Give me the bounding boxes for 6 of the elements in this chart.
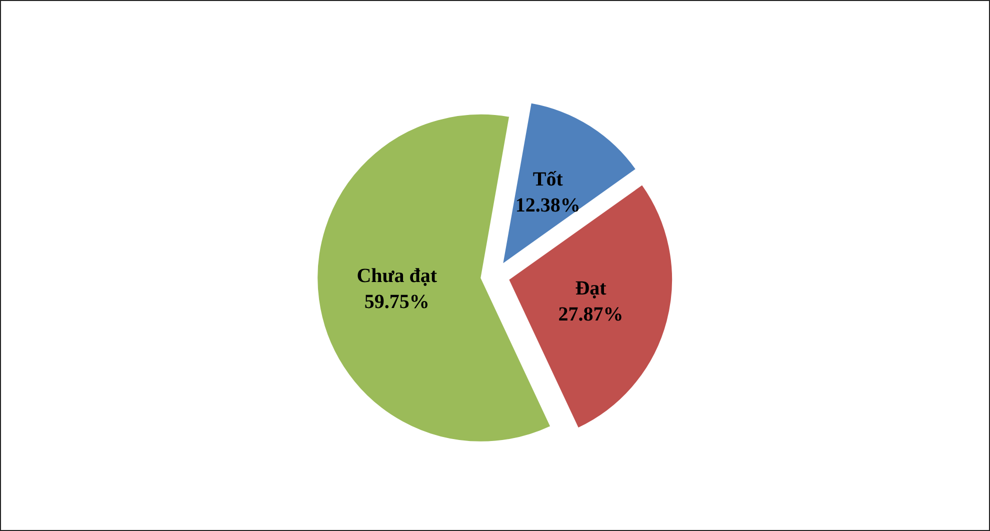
data-label: 12.38%	[515, 194, 580, 216]
slice-label: Đạt	[575, 277, 607, 300]
data-label: 59.75%	[364, 291, 430, 314]
data-label: 27.87%	[558, 303, 624, 326]
slice-label: Tốt	[532, 168, 564, 190]
slice-label: Chưa đạt	[356, 265, 438, 288]
